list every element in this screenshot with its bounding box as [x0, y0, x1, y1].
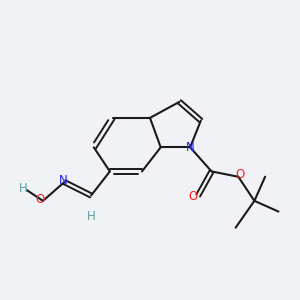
- Text: N: N: [58, 174, 68, 187]
- Text: O: O: [235, 168, 244, 181]
- Text: H: H: [19, 182, 28, 194]
- Text: O: O: [189, 190, 198, 202]
- Text: N: N: [186, 141, 195, 154]
- Text: O: O: [35, 193, 44, 206]
- Text: H: H: [87, 210, 95, 224]
